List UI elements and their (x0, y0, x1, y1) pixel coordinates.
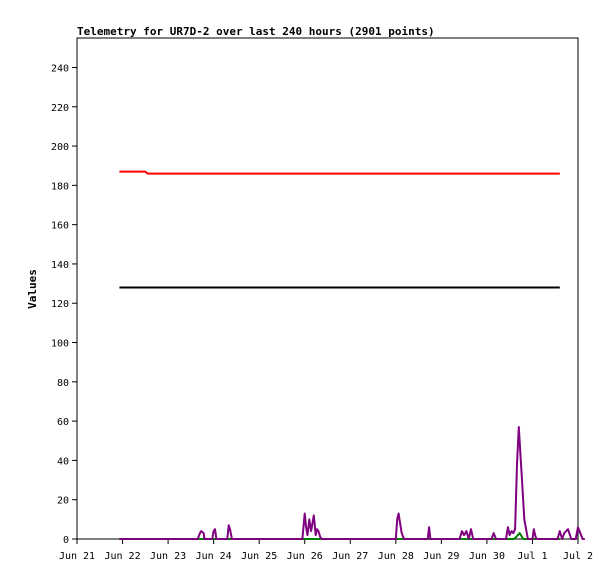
y-tick-label: 180 (51, 181, 69, 192)
y-axis-label: Values (26, 269, 39, 309)
y-tick-label: 100 (51, 339, 69, 350)
x-tick-label: Jun 24 (196, 551, 232, 562)
y-tick-label: 160 (51, 221, 69, 232)
x-tick-label: Jun 29 (423, 551, 459, 562)
x-tick-label: Jun 25 (241, 551, 277, 562)
series-line-0 (119, 170, 560, 175)
y-axis: 0 20 40 60 80 100 120 140 160 180 200 220 240 (51, 63, 77, 546)
y-tick-label: 220 (51, 103, 69, 114)
x-axis: Jun 21 Jun 22 Jun 23 Jun 24 Jun 25 Jun 26 Jun … (59, 539, 593, 562)
chart-title: Telemetry for UR7D-2 over last 240 hours… (77, 25, 435, 38)
x-tick-label: Jun 21 (59, 551, 95, 562)
y-tick-label: 200 (51, 142, 69, 153)
x-tick-label: Jun 27 (332, 551, 368, 562)
y-tick-label: 0 (63, 535, 69, 546)
x-tick-label: Jun 30 (469, 551, 505, 562)
y-tick-label: 60 (57, 417, 69, 428)
series-layer (119, 170, 585, 540)
x-tick-label: Jul 2 (563, 551, 593, 562)
y-tick-label: 240 (51, 63, 69, 74)
x-tick-label: Jun 26 (287, 551, 323, 562)
x-tick-label: Jun 28 (378, 551, 414, 562)
series-line-3 (119, 426, 585, 540)
x-tick-label: Jun 22 (104, 551, 140, 562)
y-tick-label: 80 (57, 378, 69, 389)
x-tick-label: Jun 23 (150, 551, 186, 562)
y-tick-label: 40 (57, 456, 69, 467)
y-tick-label: 120 (51, 299, 69, 310)
x-tick-label: Jul 1 (517, 551, 547, 562)
y-tick-label: 20 (57, 496, 69, 507)
y-tick-label: 140 (51, 260, 69, 271)
